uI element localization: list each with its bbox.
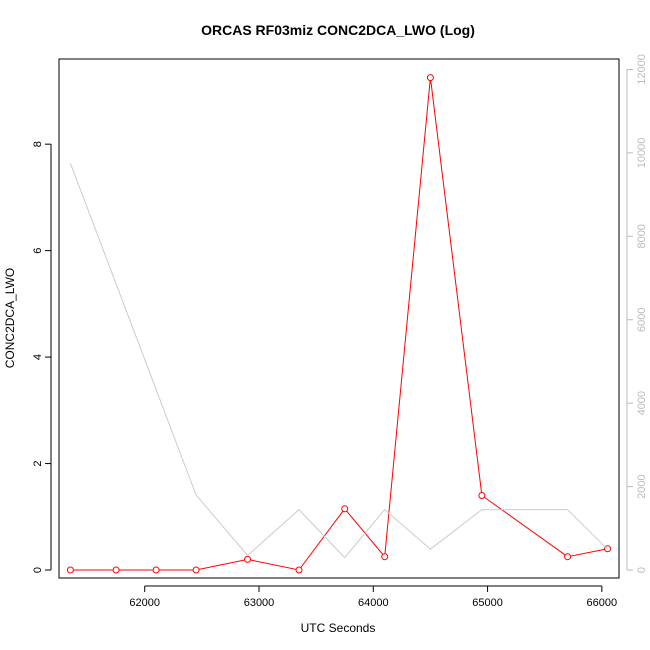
series-1-point: [564, 553, 572, 561]
y-tick-label: 4: [32, 354, 44, 360]
series-1-point: [381, 553, 389, 561]
series-1-point: [478, 491, 486, 499]
y2-tick-label: 8000: [636, 224, 648, 248]
series-1-point: [66, 566, 74, 574]
series-1-point: [192, 566, 200, 574]
x-tick-label: 66000: [587, 597, 618, 609]
y2-tick-label: 10000: [636, 138, 648, 169]
x-axis-label: UTC Seconds: [301, 621, 376, 635]
series-1-point: [152, 566, 160, 574]
plot-frame: [58, 58, 620, 579]
y2-axis-right: 0 2000 4000 6000 8000 10000 12000: [626, 54, 648, 573]
series-1-point: [112, 566, 120, 574]
y-axis: 0 2 4 6 8: [32, 141, 52, 573]
y-tick-label: 6: [32, 248, 44, 254]
series-1-line: [70, 77, 608, 571]
x-axis: 62000 63000 64000 65000 66000: [129, 585, 618, 609]
y-axis-label: CONC2DCA_LWO: [3, 268, 17, 368]
series-layer: [66, 74, 612, 574]
x-tick-label: 62000: [129, 597, 160, 609]
series-2-line: [69, 163, 608, 559]
y2-tick-label: 4000: [636, 391, 648, 415]
series-1-point: [426, 74, 434, 82]
series-1-point: [295, 566, 303, 574]
chart-title: ORCAS RF03miz CONC2DCA_LWO (Log): [201, 22, 475, 38]
y2-tick-label: 6000: [636, 308, 648, 332]
y2-tick-label: 2000: [636, 474, 648, 498]
y2-tick-label: 12000: [636, 54, 648, 85]
y2-tick-label: 0: [636, 567, 648, 573]
series-1-point: [341, 505, 349, 513]
x-tick-label: 63000: [244, 597, 275, 609]
x-tick-label: 65000: [472, 597, 503, 609]
y-tick-label: 8: [32, 141, 44, 147]
y-tick-label: 2: [32, 460, 44, 466]
y-tick-label: 0: [32, 567, 44, 573]
x-tick-label: 64000: [358, 597, 389, 609]
series-1-point: [244, 555, 252, 563]
